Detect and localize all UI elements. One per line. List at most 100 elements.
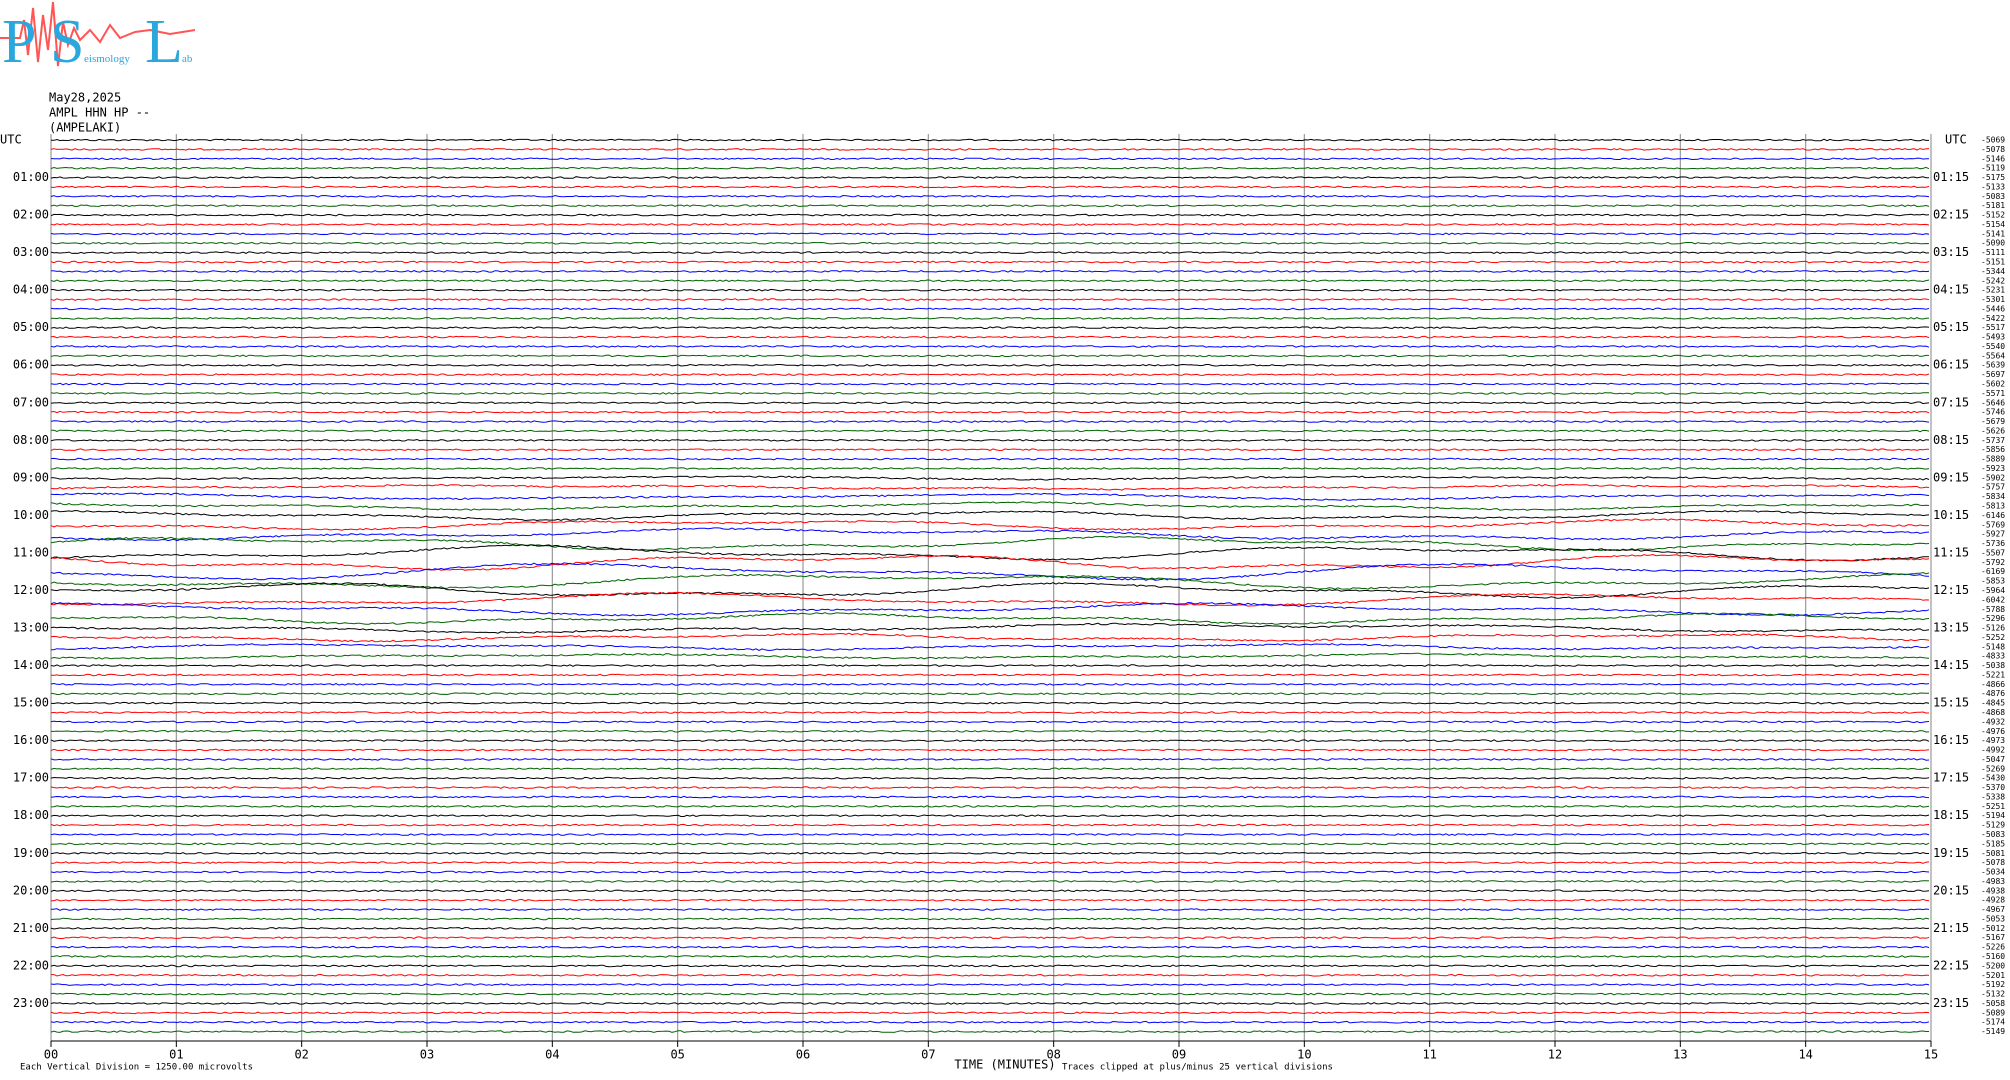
trace-offset: -5034 [1981,868,2005,877]
trace [50,1020,1930,1024]
trace-offset: -5507 [1981,548,2005,557]
trace-offset: -4868 [1981,708,2005,717]
x-tick-label: 04 [545,1048,559,1062]
trace [50,467,1930,470]
trace-offset: -5148 [1981,642,2005,651]
hour-label: 19:00 [13,846,49,860]
trace [51,475,1930,481]
trace-offset: -5089 [1981,1008,2005,1017]
trace-offset: -5151 [1981,258,2005,267]
trace [50,936,1930,940]
trace-offset: -4976 [1981,727,2005,736]
trace [50,711,1929,714]
trace-offset: -5078 [1981,145,2005,154]
trace [50,622,1930,634]
footer-note: Traces clipped at plus/minus 25 vertical… [1062,1063,1333,1073]
trace [50,483,1930,491]
trace-offset: -5813 [1981,502,2005,511]
trace [50,767,1930,771]
trace-offset: -5370 [1981,783,2005,792]
trace-offset: -4833 [1981,652,2005,661]
hour-label: 12:00 [13,583,49,597]
trace [50,298,1930,301]
trace-offset: -5902 [1981,473,2005,482]
logo: P S L eismology ab [0,1,196,76]
trace-offset: -5856 [1981,445,2005,454]
trace-offset: -5129 [1981,821,2005,830]
hour-label: 13:00 [13,621,49,635]
trace-offset: -5446 [1981,304,2005,313]
trace-offset: -5181 [1981,201,2005,210]
trace [50,582,1930,599]
hour-label: 12:15 [1933,583,1969,597]
trace-offset: -5200 [1981,961,2005,970]
trace [50,204,1930,208]
hour-label: 01:00 [13,170,49,184]
trace-offset: -5736 [1981,539,2005,548]
trace-offset: -4983 [1981,877,2005,886]
trace [50,232,1930,236]
trace-offset: -5174 [1981,1018,2005,1027]
hour-label: 02:15 [1933,208,1969,222]
trace [50,509,1930,522]
trace-offset: -5090 [1981,239,2005,248]
trace-offset: -5231 [1981,286,2005,295]
trace [50,185,1930,189]
trace-offset: -5221 [1981,670,2005,679]
trace-offset: -5834 [1981,492,2005,501]
x-tick-label: 03 [420,1048,434,1062]
trace [50,176,1929,179]
x-tick-label: 07 [921,1048,935,1062]
x-tick-label: 08 [1046,1048,1060,1062]
x-tick-label: 00 [44,1048,58,1062]
trace-offset: -5964 [1981,586,2005,595]
trace [50,720,1930,724]
hour-label: 04:00 [13,283,49,297]
trace-offset: -5571 [1981,389,2005,398]
hour-label: 16:00 [13,733,49,747]
trace [50,279,1930,283]
trace [50,382,1930,386]
trace [50,917,1930,921]
trace [50,553,1930,571]
trace [50,833,1930,836]
hour-label: 03:00 [13,245,49,259]
hour-label: 21:15 [1933,921,1969,935]
trace-offset: -5646 [1981,398,2005,407]
trace-offset: -4932 [1981,717,2005,726]
trace-offset: -5792 [1981,558,2005,567]
trace [51,138,1929,142]
hour-label: 10:00 [13,508,49,522]
trace-offset: -5923 [1981,464,2005,473]
trace-offset: -5602 [1981,380,2005,389]
trace-offset: -5889 [1981,455,2005,464]
trace [50,823,1930,827]
logo-letter: P [2,8,36,76]
trace [50,335,1930,339]
logo-wave [0,1,196,67]
x-tick-label: 15 [1924,1048,1938,1062]
trace [50,518,1930,531]
trace [50,571,1930,590]
trace-offset: -5242 [1981,276,2005,285]
hour-label: 22:00 [13,958,49,972]
trace [50,1002,1930,1005]
trace [50,692,1929,696]
hour-label: 11:15 [1933,545,1969,559]
trace-offset: -5083 [1981,830,2005,839]
trace [50,682,1930,686]
hour-label: 14:15 [1933,658,1969,672]
trace [50,562,1929,581]
hour-label: 13:15 [1933,621,1969,635]
trace [50,591,1930,607]
hour-label: 08:00 [13,433,49,447]
trace [50,148,1930,151]
trace [50,758,1930,761]
hour-label: 07:15 [1933,395,1969,409]
trace-offset: -4967 [1981,905,2005,914]
trace [50,438,1930,442]
trace [50,889,1930,893]
hour-label: 06:00 [13,358,49,372]
trace-offset: -5757 [1981,483,2005,492]
trace-offset: -5679 [1981,417,2005,426]
